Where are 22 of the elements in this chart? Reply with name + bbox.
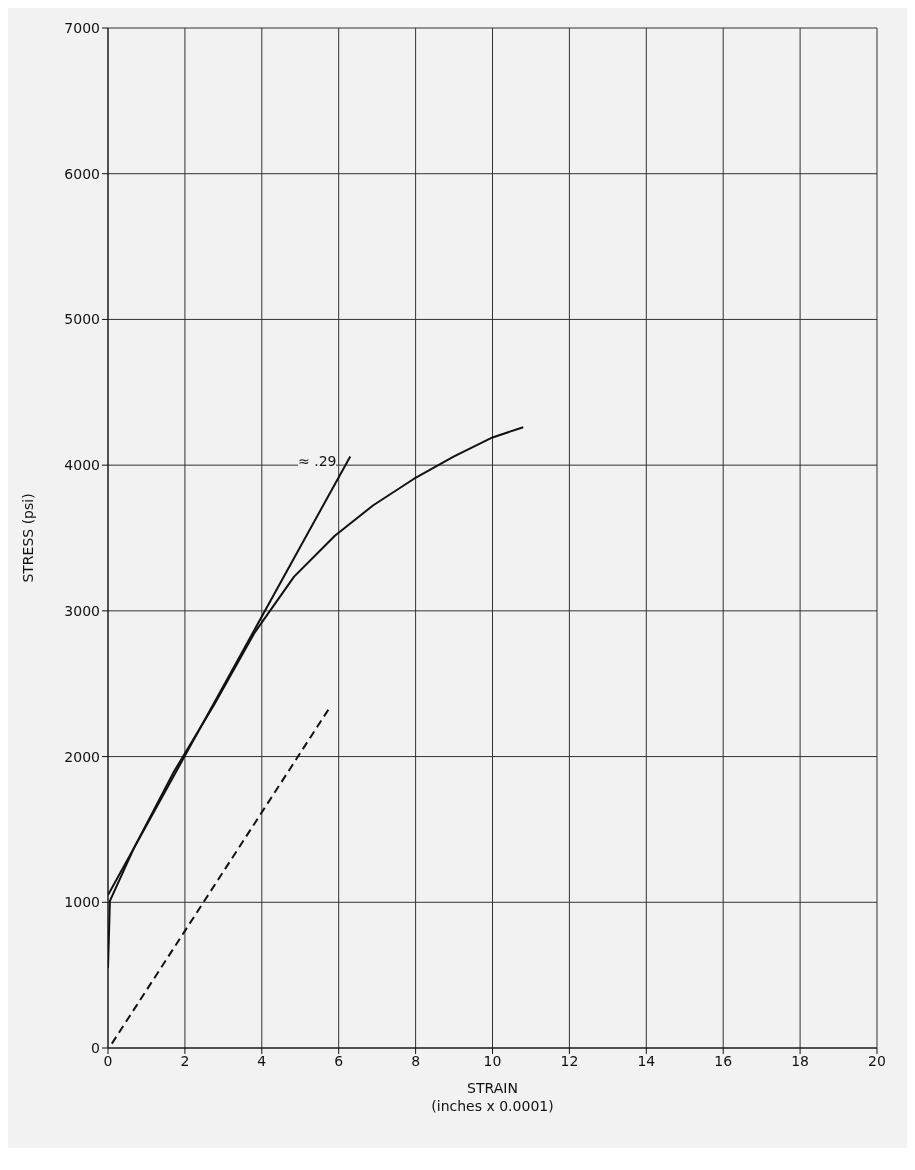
x-tick-label: 16 [714, 1052, 733, 1069]
y-tick-label: 7000 [64, 19, 100, 36]
x-tick-label: 6 [334, 1052, 344, 1069]
y-tick-label: 2000 [64, 748, 100, 765]
y-tick-label: 0 [91, 1039, 100, 1056]
y-tick-label: 3000 [64, 602, 100, 619]
x-tick-label: 18 [791, 1052, 810, 1069]
x-tick-label: 0 [103, 1052, 113, 1069]
x-axis-title: STRAIN (inches x 0.0001) [431, 1080, 554, 1114]
y-tick-label: 6000 [64, 165, 100, 182]
x-tick-label: 2 [180, 1052, 190, 1069]
x-tick-label: 4 [257, 1052, 267, 1069]
y-tick-label: 5000 [64, 311, 100, 328]
y-tick-label: 4000 [64, 457, 100, 474]
annotation: ≈ .29 [298, 453, 337, 469]
x-tick-label: 14 [637, 1052, 656, 1069]
x-tick-label: 12 [560, 1052, 579, 1069]
y-tick-label: 1000 [64, 894, 100, 911]
x-tick-label: 8 [411, 1052, 421, 1069]
x-tick-label: 10 [483, 1052, 502, 1069]
y-axis-title: STRESS (psi) [19, 493, 36, 583]
x-tick-label: 20 [868, 1052, 886, 1069]
